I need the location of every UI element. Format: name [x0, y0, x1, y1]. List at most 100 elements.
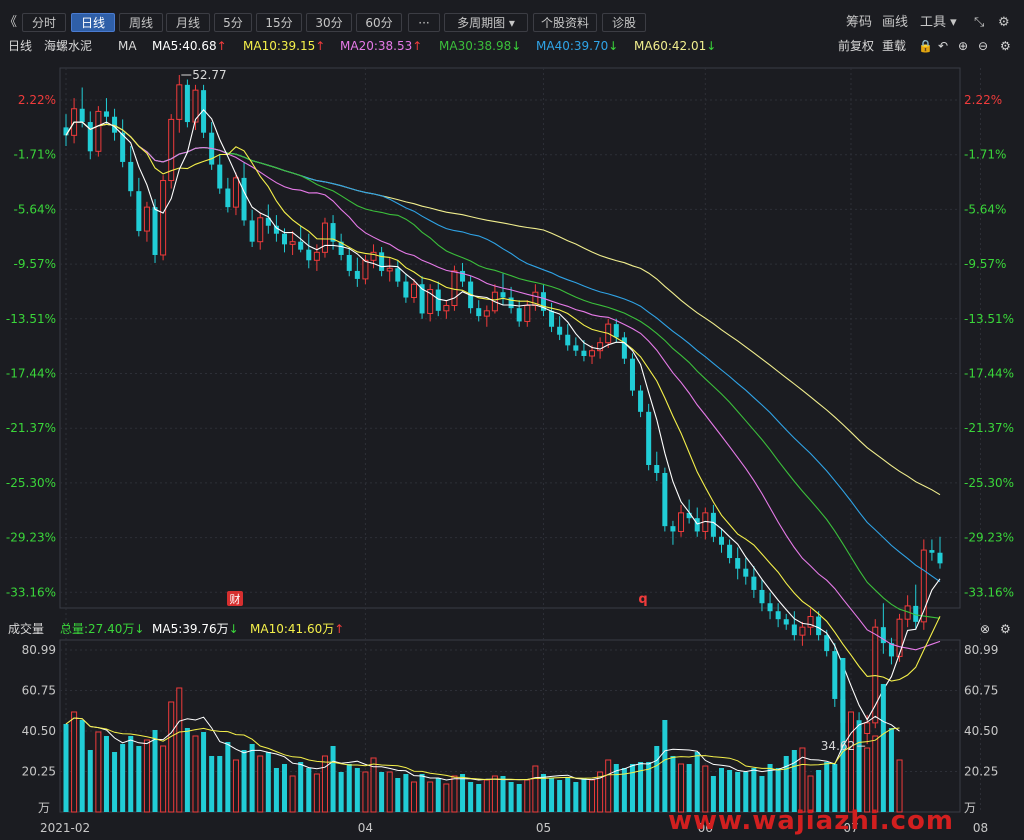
- volume-bar-up: [864, 747, 871, 813]
- candle-body-down: [832, 651, 838, 699]
- volume-bar-down: [573, 781, 579, 812]
- candle-body-down: [557, 326, 563, 335]
- tab-yuexian[interactable]: 月线: [166, 13, 210, 32]
- period-label: 日线: [8, 39, 33, 53]
- candle-body-down: [379, 252, 385, 271]
- volume-bar-down: [338, 771, 344, 812]
- tab-30min[interactable]: 30分: [306, 13, 352, 32]
- ma60-line: [65, 121, 941, 496]
- candle-body-down: [540, 292, 546, 311]
- volume-bar-up: [427, 781, 434, 813]
- volume-unit-right: 万: [964, 801, 976, 815]
- candle-body-down: [751, 576, 757, 590]
- candle-body-down: [710, 512, 716, 537]
- settings-icon[interactable]: ⚙: [1000, 39, 1011, 53]
- multi-period-dropdown[interactable]: 多周期图 ▾: [444, 13, 528, 32]
- candle-body-down: [403, 281, 409, 298]
- candle-body-down: [298, 241, 304, 250]
- ma20-line: [65, 121, 941, 651]
- ma5-value: MA5:40.68↑: [152, 39, 227, 53]
- volume-tick-left: 60.75: [22, 683, 56, 697]
- diagnose-button[interactable]: 诊股: [602, 13, 646, 32]
- volume-bar-down: [557, 779, 563, 812]
- volume-ma10: MA10:41.60万↑: [250, 622, 345, 636]
- chip-button[interactable]: 筹码: [846, 15, 873, 30]
- volume-bar-down: [856, 727, 862, 812]
- draw-line-button[interactable]: 画线: [882, 15, 909, 30]
- volume-tick-right: 20.25: [964, 764, 998, 778]
- volume-bar-up: [799, 747, 806, 813]
- volume-total: 总量:27.40万↓: [60, 622, 145, 636]
- volume-bar-up: [443, 783, 450, 813]
- candle-body-up: [192, 89, 199, 123]
- volume-bar-down: [136, 745, 142, 812]
- candle-body-down: [694, 518, 700, 532]
- tab-fenshi[interactable]: 分时: [22, 13, 66, 32]
- q-marker: q: [638, 592, 647, 607]
- candle-body-up: [605, 323, 612, 344]
- candle-body-down: [103, 111, 109, 117]
- more-button[interactable]: ···: [408, 13, 440, 32]
- stock-name: 海螺水泥: [44, 39, 93, 53]
- candle-body-up: [904, 605, 911, 620]
- volume-tick-left: 20.25: [22, 764, 56, 778]
- candle-body-down: [573, 345, 579, 351]
- candle-body-up: [143, 206, 150, 232]
- cai-marker-bg: [227, 591, 243, 606]
- candle-body-up: [864, 722, 871, 735]
- candle-body-up: [589, 350, 596, 357]
- expand-icon[interactable]: ⤡: [974, 15, 985, 30]
- tab-15min[interactable]: 15分: [256, 13, 302, 32]
- candle-body-up: [257, 217, 264, 243]
- tools-dropdown[interactable]: 工具 ▾: [920, 15, 957, 30]
- stock-info-button[interactable]: 个股资料: [533, 13, 597, 32]
- x-tick-label: 2021-02: [40, 821, 90, 835]
- x-tick-label: 08: [973, 821, 988, 835]
- candle-body-up: [483, 310, 490, 317]
- candle-body-down: [840, 698, 846, 723]
- candle-body-down: [354, 270, 360, 279]
- reload-button[interactable]: 重载: [882, 39, 907, 53]
- volume-bar-down: [613, 763, 619, 812]
- volume-bar-down: [670, 755, 676, 812]
- zoom-in-icon[interactable]: ⊕: [958, 39, 969, 53]
- candle-body-down: [516, 308, 522, 322]
- candle-body-down: [565, 334, 571, 346]
- volume-bar-down: [629, 763, 635, 812]
- volume-panel-frame: [59, 639, 961, 813]
- candle-body-down: [435, 289, 441, 311]
- y-tick-left: -17.44%: [6, 367, 56, 381]
- tab-60min[interactable]: 60分: [356, 13, 402, 32]
- high-price-label: 52.77: [192, 68, 226, 82]
- x-tick-label: 05: [536, 821, 551, 835]
- undo-icon[interactable]: ↶: [938, 39, 949, 53]
- volume-ma5-line: [65, 715, 900, 781]
- ma-label[interactable]: MA: [118, 39, 137, 53]
- candle-body-down: [670, 526, 676, 532]
- volume-bar-up: [410, 781, 417, 813]
- y-tick-left: -5.64%: [14, 202, 56, 216]
- close-icon[interactable]: ⊗: [980, 622, 991, 636]
- tab-rixian[interactable]: 日线: [71, 13, 115, 32]
- volume-bar-down: [395, 777, 401, 812]
- candle-body-down: [217, 164, 223, 189]
- zoom-out-icon[interactable]: ⊖: [978, 39, 989, 53]
- settings-icon[interactable]: ⚙: [998, 15, 1010, 30]
- tab-zhouxian[interactable]: 周线: [119, 13, 163, 32]
- fuquan-button[interactable]: 前复权: [838, 39, 875, 53]
- candle-body-up: [920, 549, 927, 623]
- volume-bar-up: [605, 759, 612, 813]
- candle-body-up: [289, 241, 296, 245]
- volume-bar-up: [386, 771, 393, 813]
- volume-bar-up: [483, 779, 490, 813]
- volume-bar-down: [217, 755, 223, 812]
- lock-icon[interactable]: 🔒: [918, 39, 933, 53]
- settings-icon[interactable]: ⚙: [1000, 622, 1011, 636]
- candle-body-down: [136, 191, 142, 232]
- y-tick-left: -9.57%: [14, 257, 56, 271]
- candle-body-down: [718, 536, 725, 545]
- back-icon[interactable]: 《: [4, 15, 18, 30]
- tab-5min[interactable]: 5分: [214, 13, 252, 32]
- volume-bar-down: [306, 767, 312, 812]
